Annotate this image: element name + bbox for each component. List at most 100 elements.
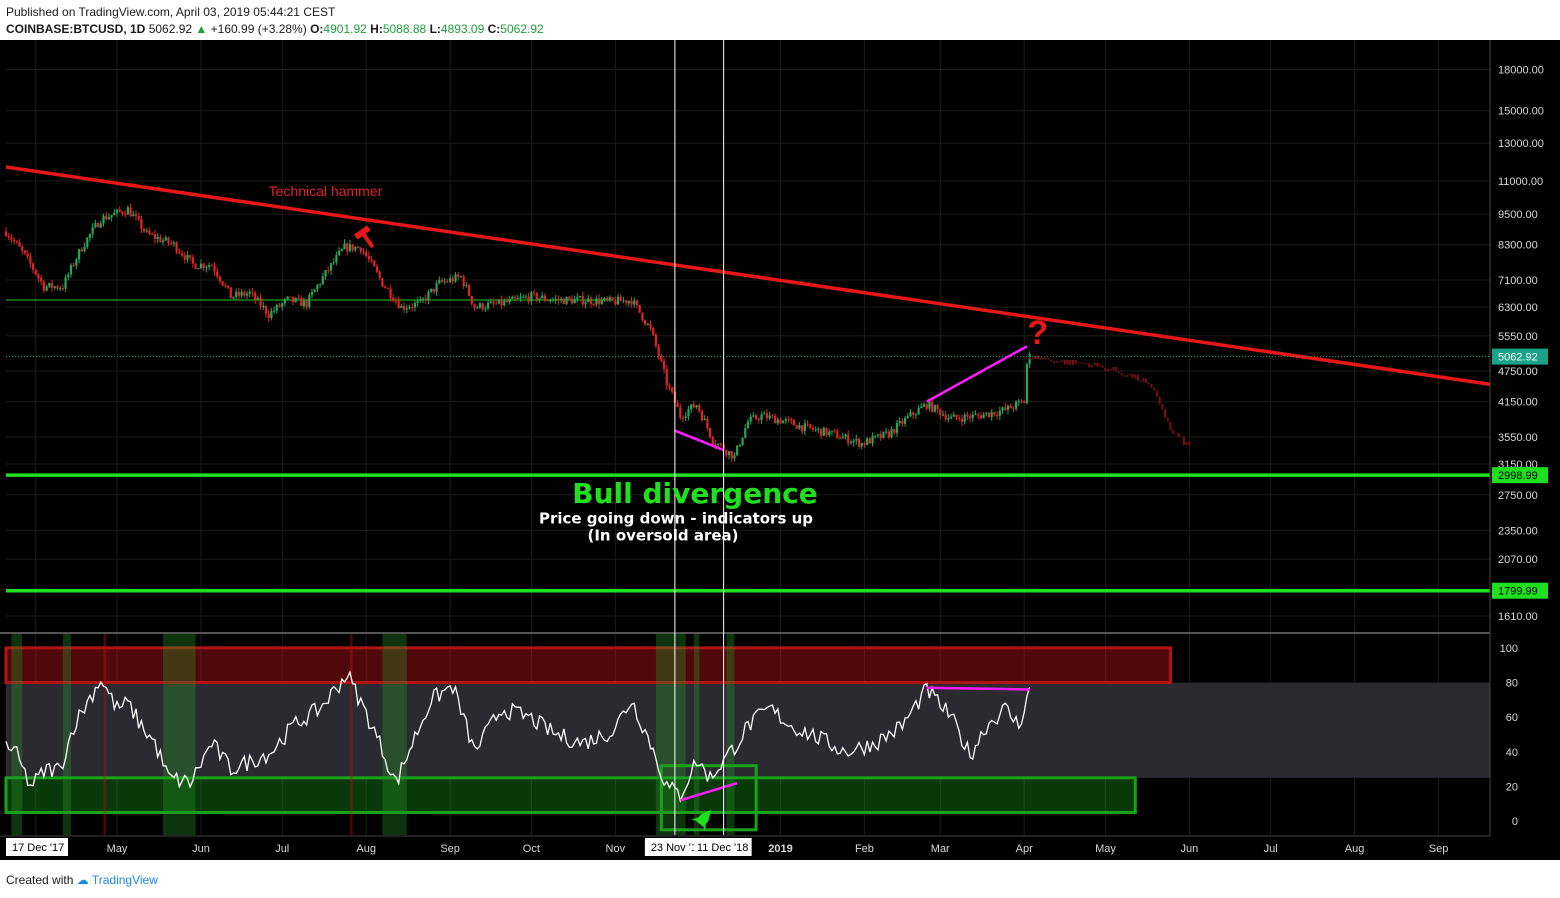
candle-body (652, 327, 655, 335)
candle-body (966, 414, 969, 417)
candle-body (262, 305, 265, 307)
candle-body (516, 297, 519, 299)
candle-body (524, 296, 528, 298)
candle-body (811, 427, 815, 430)
candle-body (484, 308, 487, 310)
candle-body (153, 234, 157, 239)
time-tick-label: Feb (855, 843, 874, 855)
annotations-layer: Technical hammer ? Bull divergence Price… (269, 183, 1048, 545)
projection-bar (1071, 359, 1074, 365)
time-tick-label: May (107, 843, 128, 855)
time-tick-label: May (1095, 843, 1116, 855)
projection-bar (1118, 371, 1120, 373)
candle-body (757, 419, 760, 421)
candle-body (687, 409, 690, 417)
projection-bar (1074, 359, 1077, 364)
candle-body (779, 419, 782, 424)
candle-body (871, 435, 874, 444)
level-label-box (1492, 467, 1548, 484)
candle-body (733, 455, 736, 459)
candle-body (359, 247, 362, 252)
marker-date-box (644, 838, 703, 856)
candle-body (343, 243, 346, 250)
candle-body (208, 265, 211, 267)
projection-bar (1174, 433, 1177, 435)
projection-bar (1039, 357, 1042, 360)
projection-bar (1044, 357, 1047, 360)
projection-bar (1123, 374, 1126, 377)
chart-canvas[interactable]: Technical hammer ? Bull divergence Price… (0, 40, 1560, 860)
candle-body (256, 297, 259, 300)
projection-bar (1088, 363, 1091, 368)
candle-body (895, 422, 899, 433)
projection-bar (1099, 365, 1102, 367)
candle-body (470, 295, 473, 304)
question-mark: ? (1027, 314, 1048, 352)
price-tick-label: 2350.00 (1498, 525, 1538, 537)
candle-body (589, 298, 593, 305)
candle-body (446, 281, 449, 283)
candle-body (1025, 364, 1029, 403)
candle-body (776, 419, 779, 424)
candle-body (319, 284, 322, 286)
projection-bar (1077, 362, 1080, 364)
candle-body (305, 300, 308, 307)
low-value: 4893.09 (440, 22, 485, 36)
candle-body (708, 428, 712, 438)
candle-body (53, 286, 56, 288)
time-tick-label: Aug (1345, 843, 1365, 855)
candle-body (216, 271, 219, 277)
price-pane[interactable] (4, 40, 1491, 835)
open-value: 4901.92 (323, 22, 367, 36)
projection-bar (1104, 367, 1107, 372)
candle-body (568, 296, 571, 299)
rsi-tick-label: 40 (1506, 747, 1518, 759)
candle-body (419, 299, 422, 302)
candle-body (126, 207, 129, 215)
candle-body (243, 291, 246, 296)
rsi-divergence-line (679, 781, 738, 802)
candle-body (435, 283, 438, 292)
candle-body (820, 428, 823, 436)
price-tick-label: 13000.00 (1498, 138, 1544, 150)
candle-body (1023, 401, 1026, 403)
candle-body (337, 250, 341, 256)
candle-body (727, 451, 731, 456)
candle-body (327, 270, 330, 272)
candle-body (690, 404, 693, 410)
rsi-line (5, 670, 1031, 803)
rsi-divergence-line (926, 686, 1030, 691)
candle-body (714, 444, 717, 446)
tradingview-logo-icon[interactable]: ☁ (76, 873, 89, 887)
candle-body (335, 255, 338, 263)
candle-body (161, 240, 165, 243)
candle-body (882, 431, 885, 438)
rsi-pane[interactable] (4, 634, 1490, 835)
marker-date-label: 11 Dec '18 (697, 842, 748, 854)
candle-body (841, 436, 844, 439)
candle-body (462, 276, 465, 287)
candle-body (413, 302, 417, 308)
candle-body (427, 291, 430, 301)
projection-bar (1066, 359, 1069, 365)
candle-body (45, 286, 48, 291)
projection-bar (1139, 380, 1142, 382)
candle-body (289, 296, 292, 298)
projection-bar (1042, 357, 1045, 360)
candle-body (473, 303, 476, 309)
candle-body (671, 387, 674, 393)
close-label: C: (487, 22, 501, 36)
projection-bar (1107, 369, 1110, 372)
candle-body (107, 217, 111, 220)
candle-body (283, 299, 287, 304)
candle-body (275, 304, 278, 311)
price-tick-label: 18000.00 (1498, 64, 1544, 76)
candle-body (386, 287, 389, 289)
candle-body (698, 405, 701, 412)
projection-bar (1153, 387, 1156, 391)
technical-hammer-label: Technical hammer (269, 183, 383, 199)
candle-body (887, 431, 890, 438)
candle-body (356, 246, 360, 248)
tradingview-link[interactable]: TradingView (91, 873, 158, 887)
hammer-head (354, 225, 371, 240)
